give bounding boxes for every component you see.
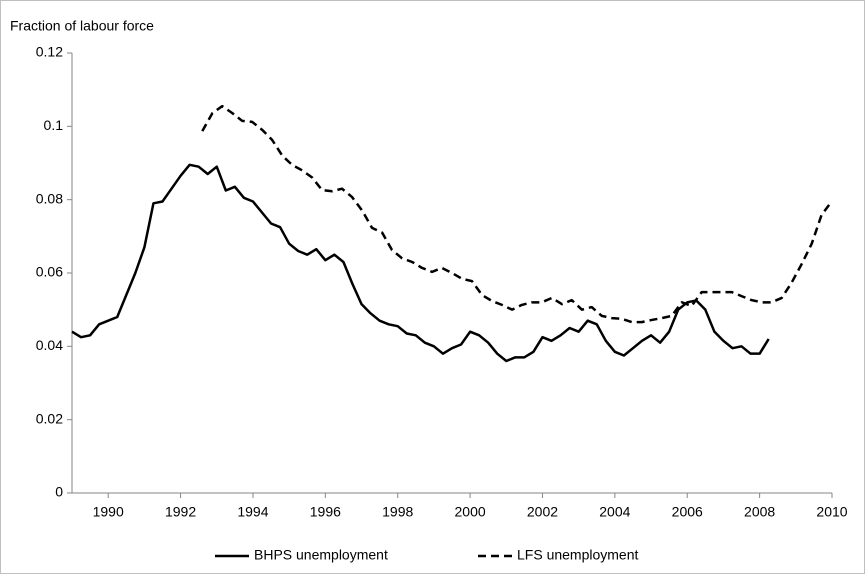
y-tick-label: 0.02 [36, 410, 63, 426]
y-tick-label: 0.06 [36, 264, 63, 280]
x-tick-label: 1992 [165, 504, 196, 520]
y-tick-label: 0.08 [36, 190, 63, 206]
x-tick-label: 2010 [816, 504, 847, 520]
x-tick-label: 1998 [382, 504, 413, 520]
x-tick-label: 1994 [237, 504, 268, 520]
legend-label: LFS unemployment [517, 547, 639, 563]
y-tick-label: 0.04 [36, 337, 63, 353]
x-tick-label: 2006 [672, 504, 703, 520]
y-axis-title: Fraction of labour force [10, 18, 154, 34]
y-tick-label: 0.12 [36, 44, 63, 60]
x-tick-label: 2008 [744, 504, 775, 520]
x-tick-label: 1996 [310, 504, 341, 520]
x-tick-label: 1990 [93, 504, 124, 520]
y-tick-label: 0 [55, 484, 63, 500]
x-tick-label: 2004 [599, 504, 630, 520]
y-tick-label: 0.1 [44, 117, 64, 133]
legend-label: BHPS unemployment [254, 547, 388, 563]
x-tick-label: 2002 [527, 504, 558, 520]
x-tick-label: 2000 [455, 504, 486, 520]
series-line [71, 163, 770, 363]
series-line [201, 104, 833, 324]
